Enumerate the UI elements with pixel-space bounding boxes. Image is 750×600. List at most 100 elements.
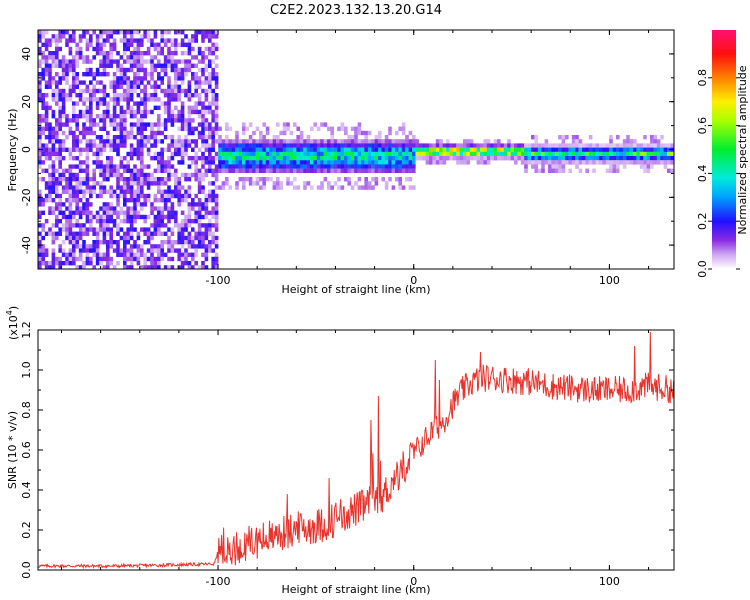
spectrogram-cell bbox=[561, 164, 566, 169]
spectrogram-cell bbox=[55, 118, 59, 123]
spectrogram-cell bbox=[524, 168, 528, 173]
spectrogram-cell bbox=[429, 160, 433, 165]
spectrogram-cell bbox=[286, 181, 290, 186]
spectrogram-cell bbox=[187, 185, 192, 190]
spectrogram-cell bbox=[48, 72, 52, 77]
spectrogram-cell bbox=[68, 235, 73, 241]
spectrogram-cell bbox=[82, 55, 86, 60]
spectrogram-cell bbox=[58, 193, 62, 199]
spectrogram-cell bbox=[507, 147, 511, 152]
spectrogram-cell bbox=[133, 72, 137, 77]
spectrogram-cell bbox=[133, 227, 137, 232]
spectrogram-cell bbox=[388, 151, 392, 157]
spectrogram-cell bbox=[235, 151, 239, 157]
spectrogram-cell bbox=[82, 261, 86, 266]
spectrogram-cell bbox=[123, 244, 127, 249]
spectrogram-cell bbox=[204, 30, 209, 35]
spectrogram-cell bbox=[106, 139, 110, 144]
spectrogram-cell bbox=[398, 164, 402, 169]
spectrogram-cell bbox=[551, 156, 555, 161]
spectrogram-cell bbox=[415, 139, 419, 144]
spectrogram-cell bbox=[48, 67, 52, 73]
spectrogram-cell bbox=[187, 189, 192, 194]
spectrogram-cell bbox=[194, 126, 198, 131]
spectrogram-cell bbox=[299, 147, 304, 152]
spectrogram-cell bbox=[201, 114, 205, 119]
spectrogram-cell bbox=[48, 156, 52, 161]
spectrogram-cell bbox=[51, 93, 56, 98]
spectrogram-cell bbox=[333, 168, 338, 173]
spectrogram-cell bbox=[378, 164, 382, 169]
spectrogram-cell bbox=[670, 143, 674, 148]
spectrogram-cell bbox=[150, 63, 154, 68]
spectrogram-cell bbox=[653, 151, 657, 157]
spectrogram-cell bbox=[337, 156, 341, 161]
spectrogram-cell bbox=[242, 181, 246, 186]
spectrogram-cell bbox=[616, 160, 620, 165]
spectrogram-cell bbox=[174, 72, 178, 77]
spectrogram-cell bbox=[133, 114, 137, 119]
spectrogram-cell bbox=[548, 151, 552, 157]
spectrogram-cell bbox=[157, 118, 161, 123]
spectrogram-cell bbox=[201, 202, 205, 207]
spectrogram-cell bbox=[405, 139, 409, 144]
spectrogram-cell bbox=[201, 252, 205, 257]
spectrogram-cell bbox=[337, 151, 341, 157]
spectrogram-cell bbox=[75, 231, 79, 236]
spectrogram-cell bbox=[252, 143, 256, 148]
spectrogram-cell bbox=[531, 164, 535, 169]
spectrogram-cell bbox=[82, 109, 86, 115]
spectrogram-cell bbox=[126, 84, 130, 89]
spectrogram-cell bbox=[405, 156, 409, 161]
spectrogram-cell bbox=[167, 93, 171, 98]
spectrogram-cell bbox=[208, 244, 212, 249]
spectrogram-cell bbox=[378, 156, 382, 161]
spectrogram-cell bbox=[333, 143, 338, 148]
spectrogram-cell bbox=[106, 189, 110, 194]
spectrogram-cell bbox=[197, 177, 202, 182]
spectrogram-cell bbox=[160, 63, 164, 68]
spectrogram-cell bbox=[153, 214, 158, 220]
spectrogram-cell bbox=[167, 164, 171, 169]
spectrogram-cell bbox=[126, 177, 130, 182]
spectrogram-cell bbox=[119, 156, 124, 161]
spectrogram-cell bbox=[95, 227, 100, 232]
spectrogram-cell bbox=[129, 252, 134, 257]
spectrogram-cell bbox=[629, 143, 634, 148]
spectrogram-cell bbox=[72, 67, 76, 73]
spectrogram-cell bbox=[180, 59, 185, 64]
spectrogram-cell bbox=[109, 51, 113, 56]
spectrogram-cell bbox=[167, 51, 171, 56]
spectrogram-cell bbox=[248, 168, 253, 173]
spectrogram-cell bbox=[279, 143, 283, 148]
spectrogram-cell bbox=[187, 235, 192, 241]
spectrogram-cell bbox=[439, 143, 443, 148]
spectrogram-cell bbox=[197, 202, 202, 207]
spectrogram-cell bbox=[490, 147, 494, 152]
spectrogram-cell bbox=[167, 210, 171, 215]
spectrogram-cell bbox=[92, 97, 96, 102]
spectrogram-cell bbox=[208, 210, 212, 215]
spectrogram-cell bbox=[82, 126, 86, 131]
y-tick-label: 20 bbox=[20, 95, 33, 109]
spectrogram-cell bbox=[48, 198, 52, 203]
spectrogram-cell bbox=[272, 168, 277, 173]
spectrogram-cell bbox=[340, 139, 345, 144]
spectrogram-cell bbox=[112, 143, 117, 148]
x-tick-label: 100 bbox=[599, 575, 620, 588]
spectrogram-cell bbox=[78, 214, 83, 220]
spectrogram-cell bbox=[561, 160, 566, 165]
spectrogram-cell bbox=[143, 202, 147, 207]
spectrogram-cell bbox=[194, 235, 198, 241]
spectrogram-cell bbox=[170, 55, 175, 60]
spectrogram-cell bbox=[378, 147, 382, 152]
spectrogram-cell bbox=[82, 210, 86, 215]
spectrogram-cell bbox=[136, 214, 141, 220]
spectrogram-cell bbox=[51, 51, 56, 56]
spectrogram-cell bbox=[102, 30, 107, 35]
spectrogram-cell bbox=[282, 164, 287, 169]
spectrogram-cell bbox=[265, 168, 270, 173]
spectrogram-cell bbox=[214, 252, 219, 257]
spectrogram-cell bbox=[592, 156, 596, 161]
snr-x-axis-label: Height of straight line (km) bbox=[281, 583, 430, 596]
